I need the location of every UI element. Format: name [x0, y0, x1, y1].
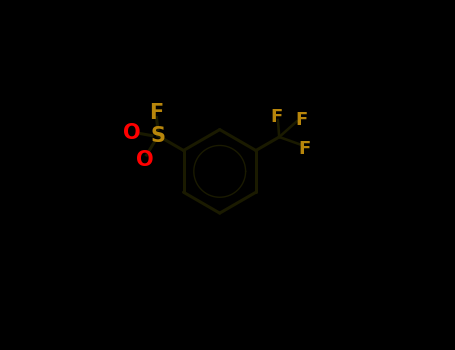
- Text: S: S: [150, 126, 165, 146]
- Text: F: F: [299, 140, 311, 158]
- Text: F: F: [149, 103, 164, 123]
- Text: O: O: [136, 150, 153, 170]
- Text: O: O: [123, 123, 141, 143]
- Text: F: F: [270, 108, 283, 126]
- Text: F: F: [295, 111, 308, 129]
